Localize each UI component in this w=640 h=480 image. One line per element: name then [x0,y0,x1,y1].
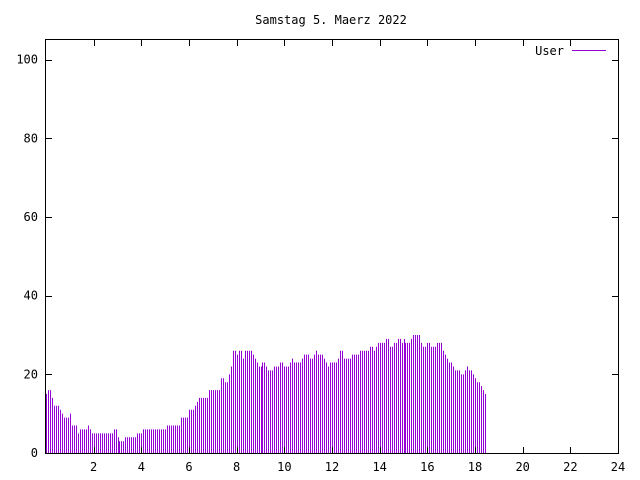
x-tick-label: 8 [233,460,240,474]
x-tick-label: 20 [515,460,529,474]
y-tick-label: 80 [24,131,38,145]
x-tick-label: 12 [325,460,339,474]
x-tick-label: 6 [185,460,192,474]
y-tick-label: 0 [31,446,38,460]
legend: User [535,44,606,58]
x-tick-label: 16 [420,460,434,474]
x-tick-label: 24 [611,460,625,474]
legend-label: User [535,44,564,58]
y-tick-label: 40 [24,289,38,303]
x-tick-label: 4 [138,460,145,474]
y-axis: 0 20 40 60 80 100 [16,53,618,460]
bar-series [46,335,486,453]
x-tick-label: 10 [277,460,291,474]
x-tick-label: 22 [563,460,577,474]
y-tick-label: 20 [24,367,38,381]
x-tick-label: 18 [468,460,482,474]
plot-frame [45,39,619,454]
y-tick-label: 100 [16,53,38,67]
x-tick-label: 14 [372,460,386,474]
x-axis: 2 4 6 8 10 12 14 16 18 20 22 24 [90,40,625,474]
y-tick-label: 60 [24,210,38,224]
x-tick-label: 2 [90,460,97,474]
chart-title: Samstag 5. Maerz 2022 [255,13,407,27]
